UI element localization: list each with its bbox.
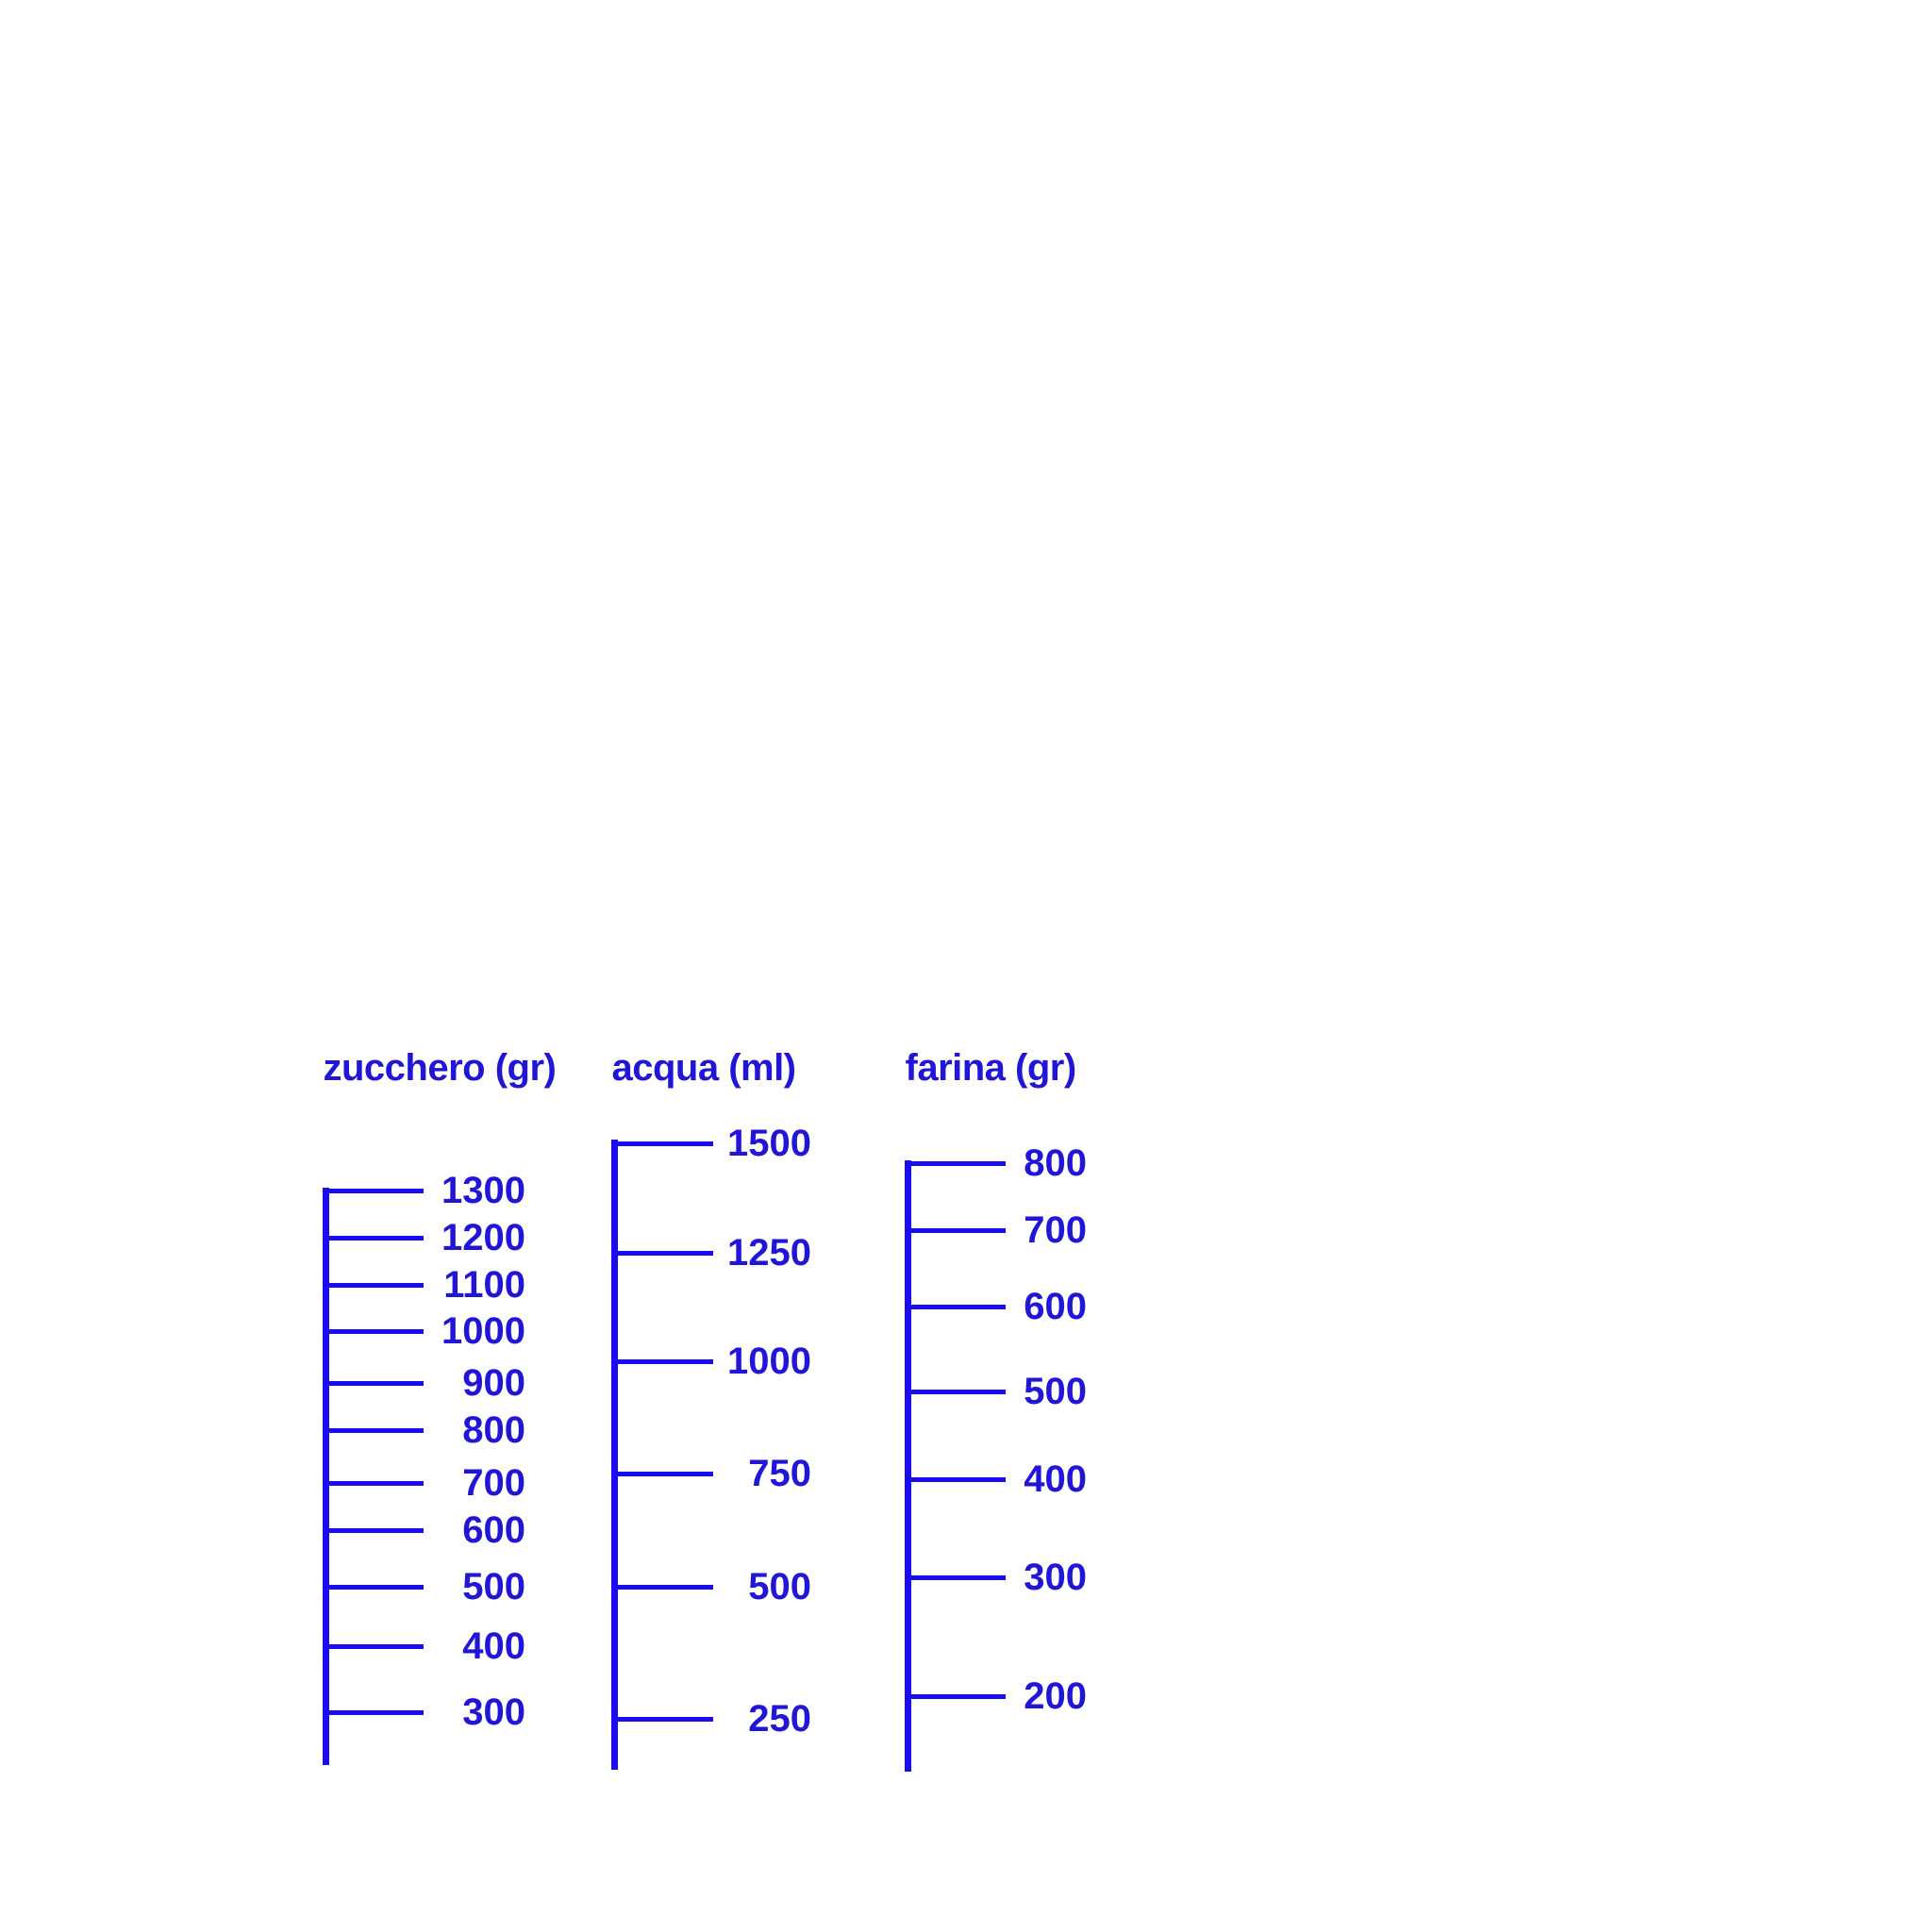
scale-title-acqua: acqua (ml)	[611, 1047, 797, 1089]
tick-mark	[908, 1574, 1006, 1580]
tick-mark	[325, 1643, 424, 1649]
tick-label: 1300	[441, 1170, 525, 1211]
tick-mark	[325, 1188, 424, 1193]
tick-label: 1000	[727, 1341, 811, 1382]
tick-mark	[325, 1328, 424, 1334]
tick-mark	[614, 1250, 713, 1256]
tick-label: 500	[1024, 1371, 1087, 1412]
tick-label: 200	[1024, 1675, 1087, 1717]
tick-label: 300	[462, 1691, 525, 1733]
scale-title-farina: farina (gr)	[905, 1047, 1077, 1089]
tick-mark	[614, 1471, 713, 1476]
tick-label: 1250	[727, 1232, 811, 1274]
tick-label: 700	[462, 1462, 525, 1504]
tick-label: 400	[462, 1625, 525, 1667]
tick-label: 400	[1024, 1458, 1087, 1500]
tick-label: 800	[1024, 1142, 1087, 1184]
tick-mark	[325, 1235, 424, 1241]
tick-mark	[325, 1527, 424, 1533]
tick-label: 300	[1024, 1557, 1087, 1598]
scale-title-zucchero: zucchero (gr)	[323, 1047, 557, 1089]
tick-label: 750	[748, 1453, 811, 1494]
axis-line	[905, 1160, 911, 1772]
tick-label: 900	[462, 1362, 525, 1404]
tick-mark	[614, 1358, 713, 1364]
axis-line	[611, 1140, 618, 1770]
tick-mark	[908, 1160, 1006, 1166]
tick-label: 1500	[727, 1123, 811, 1164]
tick-mark	[325, 1709, 424, 1715]
tick-mark	[325, 1584, 424, 1590]
tick-label: 1100	[443, 1264, 525, 1306]
tick-mark	[908, 1476, 1006, 1482]
tick-label: 250	[748, 1698, 811, 1740]
tick-label: 800	[462, 1409, 525, 1451]
tick-label: 500	[462, 1566, 525, 1607]
tick-mark	[614, 1141, 713, 1146]
tick-mark	[908, 1389, 1006, 1394]
tick-label: 600	[462, 1509, 525, 1551]
axis-line	[323, 1188, 329, 1765]
tick-mark	[614, 1584, 713, 1590]
tick-mark	[325, 1282, 424, 1288]
tick-label: 700	[1024, 1209, 1087, 1251]
tick-mark	[908, 1304, 1006, 1309]
tick-mark	[325, 1427, 424, 1433]
tick-mark	[908, 1227, 1006, 1233]
tick-label: 1000	[441, 1310, 525, 1352]
tick-mark	[908, 1693, 1006, 1699]
tick-mark	[614, 1716, 713, 1722]
tick-mark	[325, 1380, 424, 1386]
tick-label: 500	[748, 1566, 811, 1607]
tick-mark	[325, 1480, 424, 1486]
tick-label: 1200	[441, 1217, 525, 1258]
tick-label: 600	[1024, 1286, 1087, 1327]
